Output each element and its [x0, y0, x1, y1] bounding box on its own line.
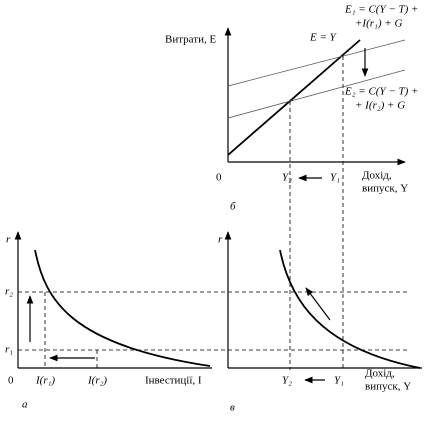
label: r₁ [5, 344, 13, 356]
origin: 0 [216, 172, 222, 184]
label: + I(r₂) + G [355, 100, 405, 112]
axis-label: Дохід, [362, 170, 392, 182]
axis-label: Витрати, E [165, 34, 216, 46]
caption: а [22, 399, 28, 411]
axis-label: Інвестиції, I [145, 375, 202, 387]
label: E₁ = C(Y − T) + [344, 4, 418, 16]
line-e2 [227, 69, 406, 119]
panel-a: r r₂ r₁ 0 I(r₁) I(r₂) Інвестиції, I а [5, 231, 410, 411]
label: r₂ [5, 286, 13, 298]
label: E₂ = C(Y − T) + [344, 86, 418, 98]
label: Y₂ [282, 172, 292, 184]
axis-label: r [218, 234, 223, 246]
investment-curve [34, 249, 211, 367]
origin: 0 [8, 375, 14, 387]
panel-b: Витрати, E E = Y E₁ = C(Y − T) + +I(r₁) … [165, 4, 418, 370]
label: Y₂ [282, 375, 292, 387]
axis-label: випуск, Y [365, 381, 411, 393]
is-curve [279, 249, 421, 369]
axis-label: випуск, Y [362, 183, 408, 195]
line-e-y [227, 39, 361, 156]
panel-c: r Y₂ Y₁ Дохід, випуск, Y в [218, 231, 422, 414]
caption: в [230, 402, 235, 414]
label: Y₁ [334, 375, 344, 387]
label: I(r₂) [87, 375, 107, 387]
axis-label: Дохід, [365, 368, 395, 380]
line-e1 [227, 39, 406, 87]
label: Y₁ [330, 172, 340, 184]
arrow [305, 287, 331, 321]
label: I(r₁) [35, 375, 55, 387]
label: E = Y [309, 32, 338, 44]
axis-label: r [6, 234, 11, 246]
label: +I(r₁) + G [355, 18, 402, 30]
caption: б [230, 201, 236, 213]
